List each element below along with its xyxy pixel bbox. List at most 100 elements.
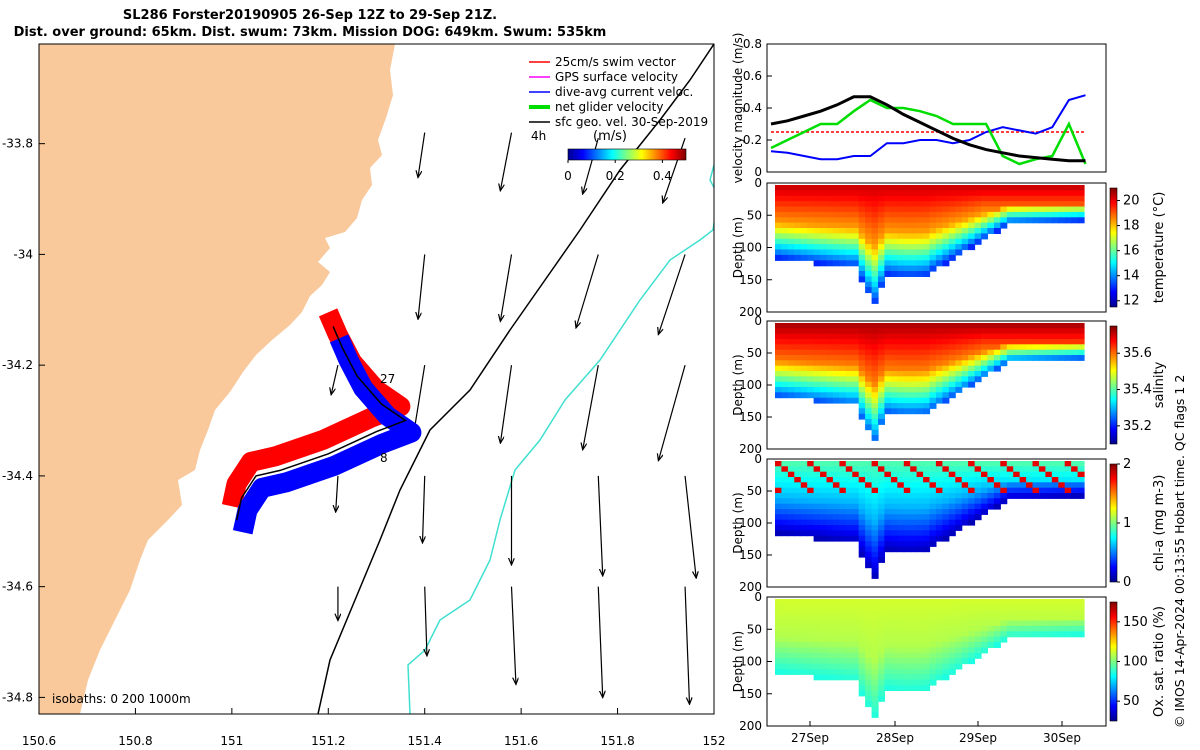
section-cell xyxy=(820,211,828,218)
section-cell xyxy=(981,477,988,483)
section-cell xyxy=(935,190,943,197)
section-cell xyxy=(852,663,860,670)
section-cell xyxy=(845,387,853,393)
section-cell xyxy=(1064,615,1072,622)
section-cell xyxy=(1019,609,1027,616)
section-cell xyxy=(878,685,885,691)
section-cell xyxy=(800,609,808,616)
section-cell xyxy=(923,254,931,261)
section-cell xyxy=(974,333,982,340)
section-cell xyxy=(916,190,924,197)
section-cell xyxy=(794,185,802,191)
map-xtick-label: 151 xyxy=(220,734,243,748)
section-cell xyxy=(878,482,885,489)
section-cell xyxy=(1038,185,1046,191)
section-cell xyxy=(955,599,963,605)
section-cell xyxy=(871,392,879,399)
section-cell xyxy=(897,647,905,654)
section-cell xyxy=(794,652,802,659)
section-cell xyxy=(839,185,847,191)
section-cell xyxy=(1000,333,1008,340)
section-cell xyxy=(820,487,828,494)
section-cell xyxy=(955,344,963,351)
section-cell xyxy=(910,604,918,611)
section-cell xyxy=(1038,344,1046,351)
section-cell xyxy=(974,349,982,356)
section-cell xyxy=(974,493,982,499)
section-cell xyxy=(890,530,898,537)
section-cell xyxy=(955,466,963,473)
section-cell xyxy=(1032,461,1040,467)
map-xtick-label: 152 xyxy=(703,734,726,748)
section-cell xyxy=(820,344,828,351)
section-cell xyxy=(929,487,937,494)
section-cell xyxy=(1064,333,1072,340)
legend-label: 25cm/s swim vector xyxy=(555,55,676,69)
section-cell xyxy=(903,471,911,478)
section-cell xyxy=(929,217,937,224)
section-cell xyxy=(903,228,911,234)
section-cell xyxy=(839,604,847,611)
section-cell xyxy=(865,397,873,404)
section-cell xyxy=(948,211,956,218)
section-cell xyxy=(871,429,879,436)
section-cell xyxy=(794,625,802,632)
section-cell xyxy=(871,658,879,665)
section-cell xyxy=(807,668,815,675)
section-cell xyxy=(865,525,873,531)
section-cell xyxy=(839,195,847,202)
section-cell xyxy=(1000,466,1008,473)
section-cell xyxy=(884,546,892,553)
section-cell xyxy=(916,355,924,361)
section-cell xyxy=(955,195,963,202)
section-cell xyxy=(794,217,802,224)
section-cell xyxy=(929,392,937,399)
section-cell xyxy=(993,228,1001,234)
section-cell xyxy=(974,228,982,234)
section-cell xyxy=(781,525,789,531)
section-cell xyxy=(903,201,911,208)
section-cell xyxy=(781,514,789,521)
section-cell xyxy=(903,217,911,224)
section-cell xyxy=(845,663,853,670)
section-cell xyxy=(993,323,1001,329)
section-cell xyxy=(897,333,905,340)
section-cell xyxy=(858,371,866,377)
section-cell xyxy=(961,509,969,515)
section-cell xyxy=(878,387,885,393)
section-cell xyxy=(858,244,866,251)
section-cell xyxy=(1000,631,1008,638)
section-cell xyxy=(865,514,873,521)
section-cell xyxy=(974,376,982,383)
section-cell xyxy=(871,557,879,563)
section-cell xyxy=(775,190,782,197)
section-cell xyxy=(781,609,789,616)
section-cell xyxy=(807,249,815,256)
section-cell xyxy=(1077,604,1085,611)
section-cell xyxy=(775,381,782,388)
section-cell xyxy=(794,509,802,515)
section-cell xyxy=(884,387,892,393)
section-cell xyxy=(865,685,873,691)
section-cell xyxy=(948,514,956,521)
section-cell xyxy=(1077,482,1085,489)
section-cell xyxy=(794,371,802,377)
section-cell xyxy=(858,663,866,670)
section-cell xyxy=(987,625,995,632)
section-cell xyxy=(787,525,795,531)
section-cell xyxy=(890,344,898,351)
section-cell xyxy=(807,365,815,372)
section-cell xyxy=(935,620,943,627)
section-cell xyxy=(865,631,873,638)
section-cell xyxy=(897,636,905,643)
section-cell xyxy=(845,222,853,229)
section-cell xyxy=(800,487,808,494)
section-cell xyxy=(910,185,918,191)
section-cell xyxy=(775,609,782,616)
section-cell xyxy=(1064,328,1072,335)
section-cell xyxy=(884,360,892,367)
section-cell xyxy=(813,244,821,251)
section-cell xyxy=(865,604,873,611)
section-cell xyxy=(787,360,795,367)
